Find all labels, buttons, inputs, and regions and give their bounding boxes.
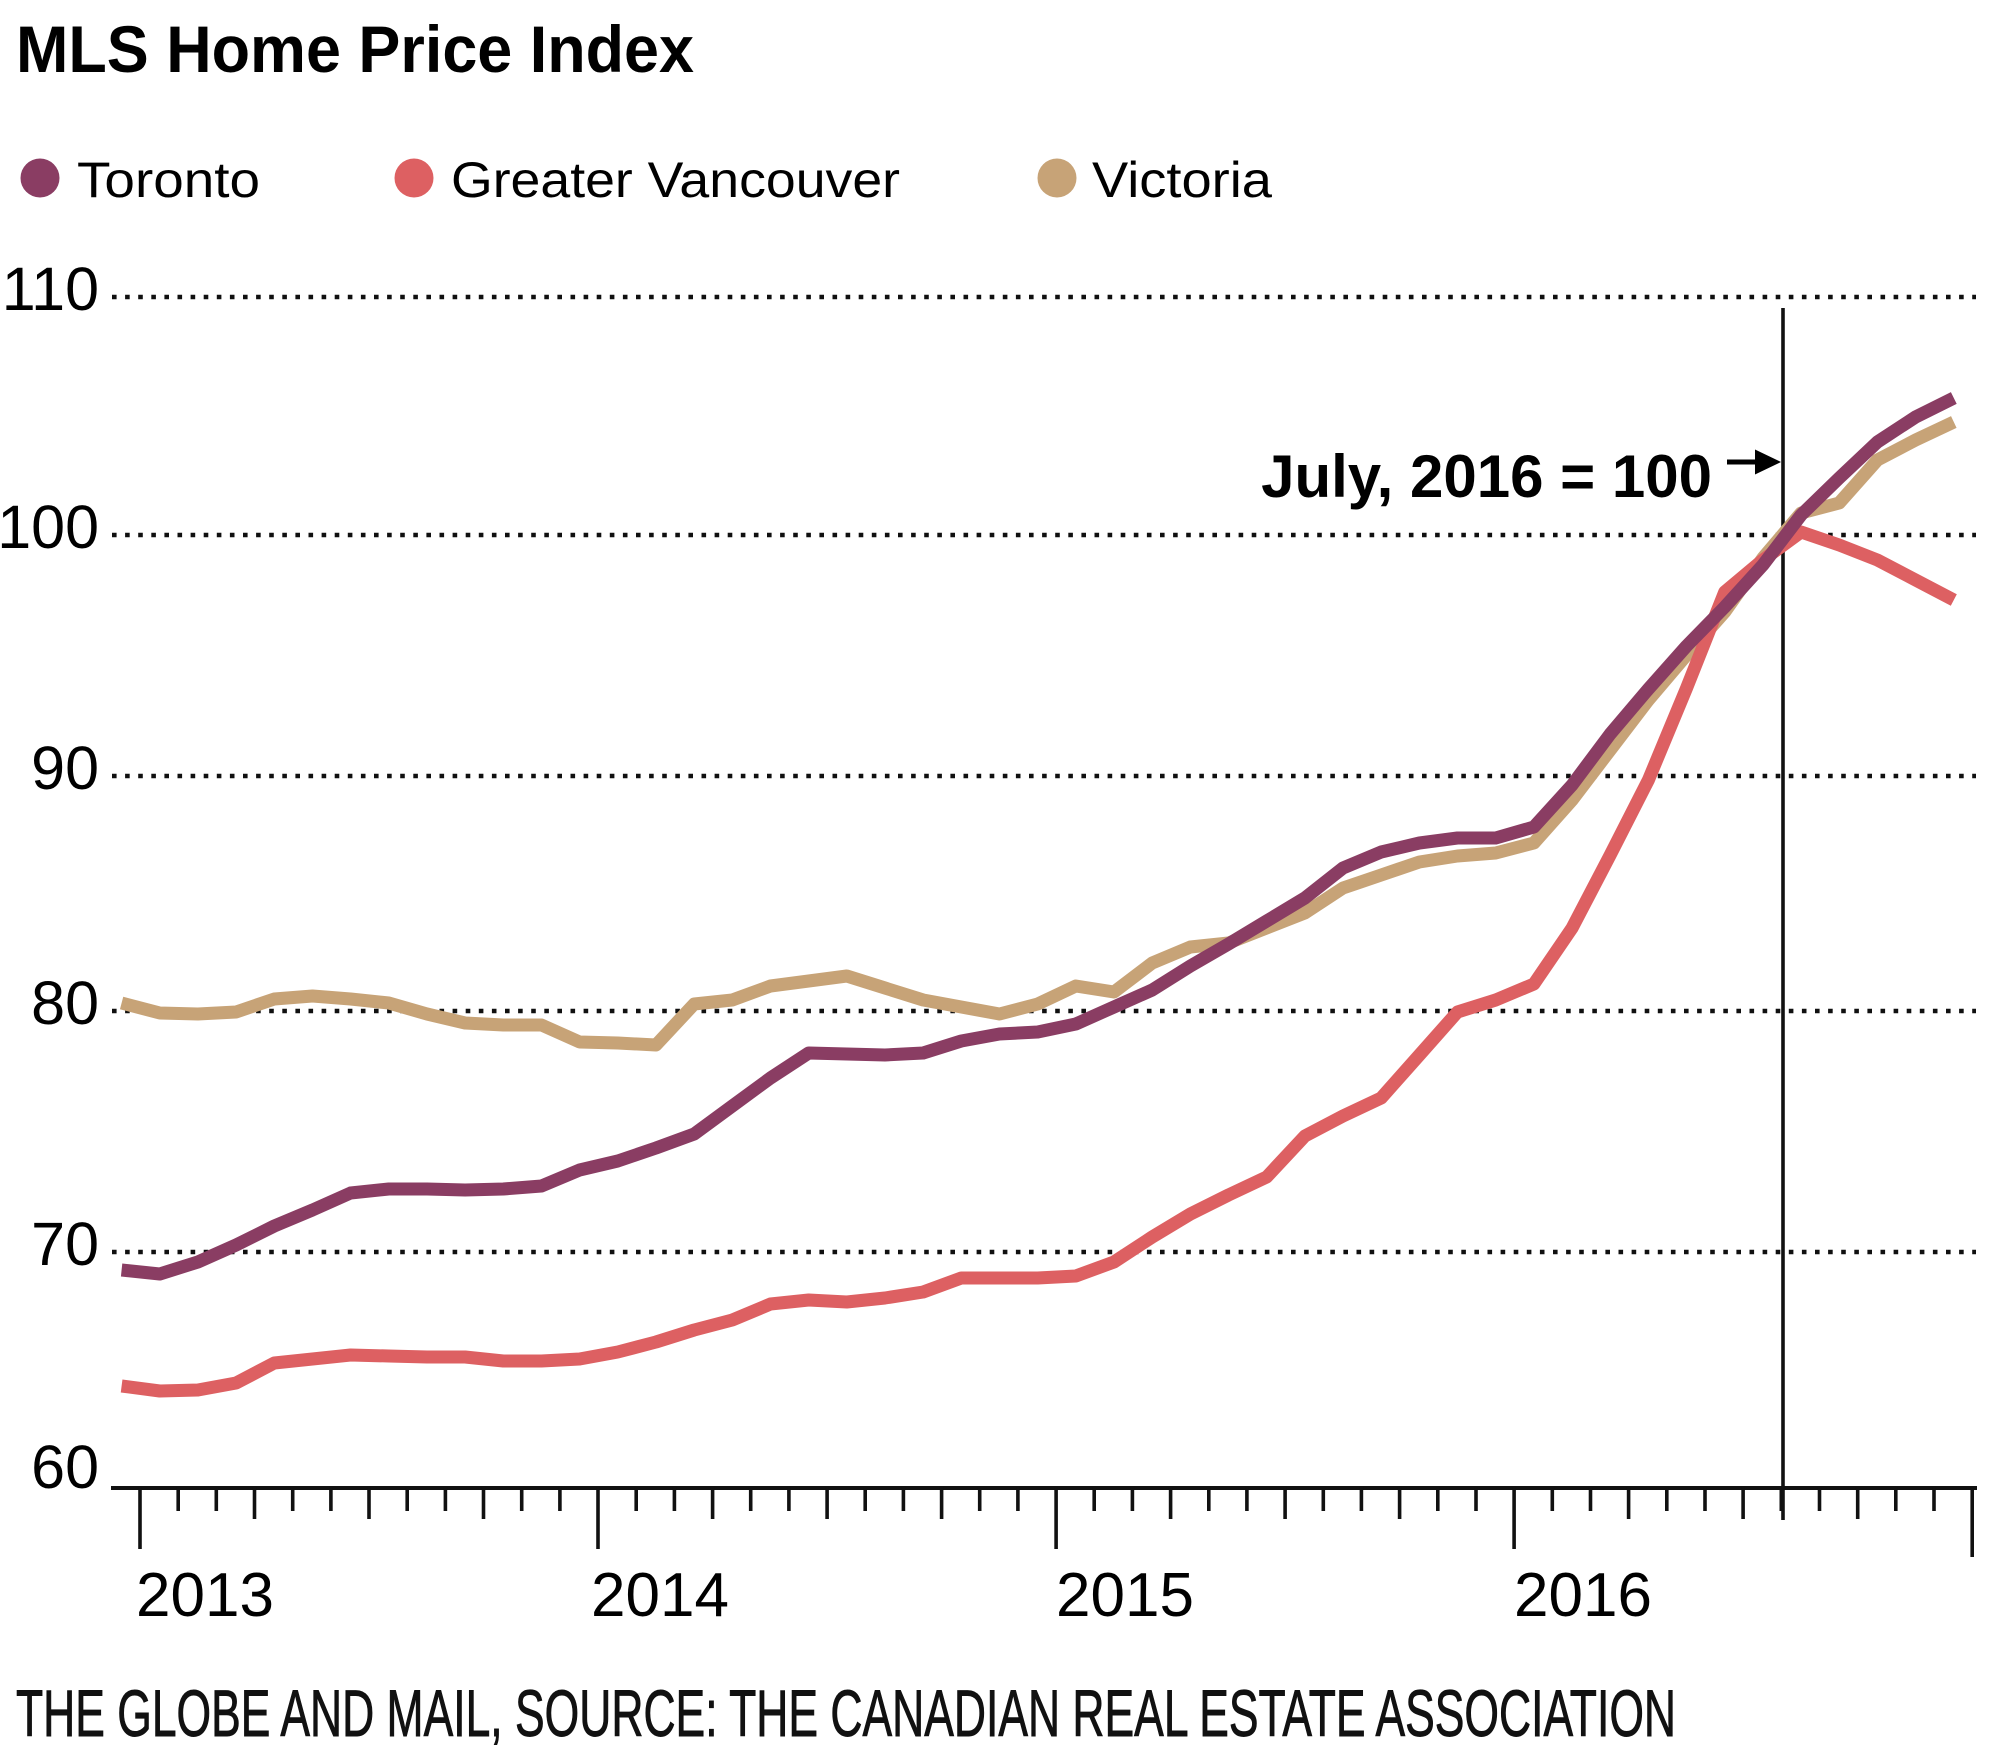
svg-text:80: 80 (31, 969, 99, 1037)
svg-text:MLS Home Price Index: MLS Home Price Index (16, 12, 694, 86)
svg-text:Victoria: Victoria (1092, 152, 1272, 208)
svg-text:THE GLOBE AND MAIL, SOURCE: TH: THE GLOBE AND MAIL, SOURCE: THE CANADIAN… (16, 1676, 1676, 1750)
svg-text:Greater Vancouver: Greater Vancouver (451, 152, 900, 208)
svg-text:2016: 2016 (1514, 1561, 1652, 1630)
svg-text:2014: 2014 (591, 1561, 729, 1630)
svg-text:July, 2016 = 100: July, 2016 = 100 (1261, 443, 1712, 510)
svg-text:Toronto: Toronto (77, 152, 260, 208)
svg-text:70: 70 (31, 1210, 99, 1278)
svg-text:2013: 2013 (136, 1561, 274, 1630)
svg-text:110: 110 (2, 255, 99, 323)
svg-text:2015: 2015 (1056, 1561, 1194, 1630)
svg-text:100: 100 (0, 493, 99, 561)
svg-text:60: 60 (31, 1433, 99, 1501)
svg-text:90: 90 (31, 734, 99, 802)
